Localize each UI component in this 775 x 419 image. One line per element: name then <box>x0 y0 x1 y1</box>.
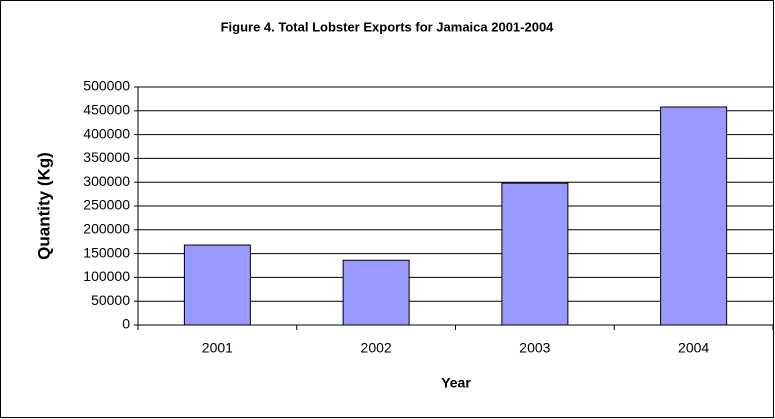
y-tick-label: 0 <box>122 316 130 332</box>
y-tick-label: 400000 <box>83 125 130 141</box>
bar <box>342 259 410 326</box>
bar <box>183 244 251 326</box>
y-tick-label: 300000 <box>83 173 130 189</box>
y-tick-label: 500000 <box>83 78 130 94</box>
bar <box>660 106 728 326</box>
x-tick-label: 2001 <box>202 340 233 356</box>
y-tick-label: 250000 <box>83 197 130 213</box>
bar <box>501 182 569 326</box>
chart-title: Figure 4. Total Lobster Exports for Jama… <box>221 19 555 34</box>
y-tick-label: 450000 <box>83 102 130 118</box>
y-tick-label: 50000 <box>91 292 130 308</box>
y-tick-label: 200000 <box>83 221 130 237</box>
y-tick-label: 350000 <box>83 149 130 165</box>
y-tick-label: 150000 <box>83 244 130 260</box>
x-axis-label: Year <box>441 375 471 391</box>
x-tick-label: 2003 <box>519 340 550 356</box>
y-tick-label: 100000 <box>83 268 130 284</box>
y-axis-label: Quantity (Kg) <box>34 152 53 260</box>
x-tick-label: 2004 <box>678 340 709 356</box>
x-tick-label: 2002 <box>361 340 392 356</box>
